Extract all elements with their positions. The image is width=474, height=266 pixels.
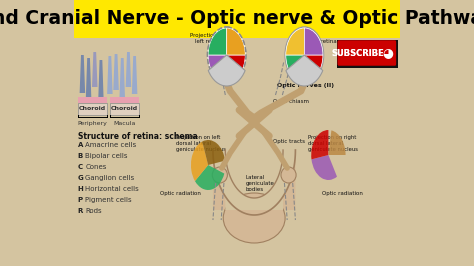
Text: Optic nerves (II): Optic nerves (II) [277, 84, 334, 89]
Polygon shape [119, 58, 125, 98]
FancyBboxPatch shape [74, 0, 400, 38]
Polygon shape [80, 55, 85, 93]
FancyBboxPatch shape [110, 97, 139, 103]
Wedge shape [304, 55, 323, 82]
Circle shape [208, 27, 246, 83]
Text: Optic radiation: Optic radiation [160, 190, 201, 196]
Circle shape [285, 27, 324, 83]
Polygon shape [86, 58, 91, 98]
FancyBboxPatch shape [74, 38, 400, 266]
Text: Bipolar cells: Bipolar cells [85, 153, 128, 159]
Text: A: A [78, 142, 83, 148]
FancyBboxPatch shape [110, 103, 139, 115]
Text: G: G [78, 175, 83, 181]
Wedge shape [191, 142, 208, 181]
Text: Rods: Rods [85, 208, 102, 214]
Wedge shape [227, 55, 245, 82]
Text: SUBSCRIBE: SUBSCRIBE [332, 48, 384, 57]
Text: Optic radiation: Optic radiation [322, 190, 363, 196]
Text: Projection on right
dorsal lateral
geniculate nucleus: Projection on right dorsal lateral genic… [308, 135, 358, 152]
FancyBboxPatch shape [337, 40, 399, 68]
Text: Projection on left
dorsal lateral
geniculate nucleus: Projection on left dorsal lateral genicu… [176, 135, 226, 152]
Text: Amacrine cells: Amacrine cells [85, 142, 137, 148]
FancyBboxPatch shape [337, 40, 396, 65]
Wedge shape [227, 28, 245, 55]
Wedge shape [286, 28, 304, 55]
Text: P: P [78, 197, 82, 203]
Polygon shape [126, 52, 131, 87]
Polygon shape [113, 54, 119, 90]
Polygon shape [98, 60, 104, 102]
Wedge shape [195, 165, 224, 190]
Text: Structure of retina: schema: Structure of retina: schema [78, 132, 197, 141]
Text: Macula: Macula [113, 121, 136, 126]
Text: Choroid: Choroid [78, 106, 106, 111]
Text: B: B [78, 153, 83, 159]
Wedge shape [328, 130, 346, 155]
Wedge shape [311, 155, 337, 180]
FancyBboxPatch shape [78, 97, 107, 103]
Ellipse shape [281, 167, 296, 183]
Text: Pigment cells: Pigment cells [85, 197, 132, 203]
Text: SUBSCRIBE: SUBSCRIBE [332, 48, 384, 57]
Text: H: H [78, 186, 83, 192]
Wedge shape [286, 55, 304, 82]
Text: Horizontal cells: Horizontal cells [85, 186, 139, 192]
FancyBboxPatch shape [78, 103, 107, 115]
Text: Choroid: Choroid [111, 106, 138, 111]
Wedge shape [311, 130, 328, 159]
Text: Optic tracts: Optic tracts [273, 139, 305, 144]
Polygon shape [225, 150, 283, 210]
Text: 2nd Cranial Nerve - Optic nerve & Optic Pathway: 2nd Cranial Nerve - Optic nerve & Optic … [0, 10, 474, 28]
Polygon shape [107, 56, 113, 94]
Wedge shape [286, 55, 323, 86]
Text: Optic chiasm: Optic chiasm [273, 99, 310, 105]
Text: Projection on
left retina: Projection on left retina [191, 33, 226, 44]
Ellipse shape [212, 167, 228, 183]
Wedge shape [208, 28, 227, 55]
Ellipse shape [223, 193, 285, 243]
Wedge shape [202, 140, 225, 165]
Text: Cones: Cones [85, 164, 107, 170]
Polygon shape [132, 56, 137, 94]
Polygon shape [92, 52, 98, 87]
Polygon shape [213, 150, 295, 215]
Wedge shape [208, 55, 227, 82]
Text: Lateral
geniculate
bodies: Lateral geniculate bodies [246, 175, 275, 192]
Text: R: R [78, 208, 83, 214]
Wedge shape [208, 55, 245, 86]
Text: C: C [78, 164, 82, 170]
Text: right retina: right retina [306, 39, 337, 44]
Text: Periphery: Periphery [77, 121, 107, 126]
Text: ◕: ◕ [383, 47, 393, 60]
Wedge shape [304, 28, 323, 55]
Text: Ganglion cells: Ganglion cells [85, 175, 135, 181]
